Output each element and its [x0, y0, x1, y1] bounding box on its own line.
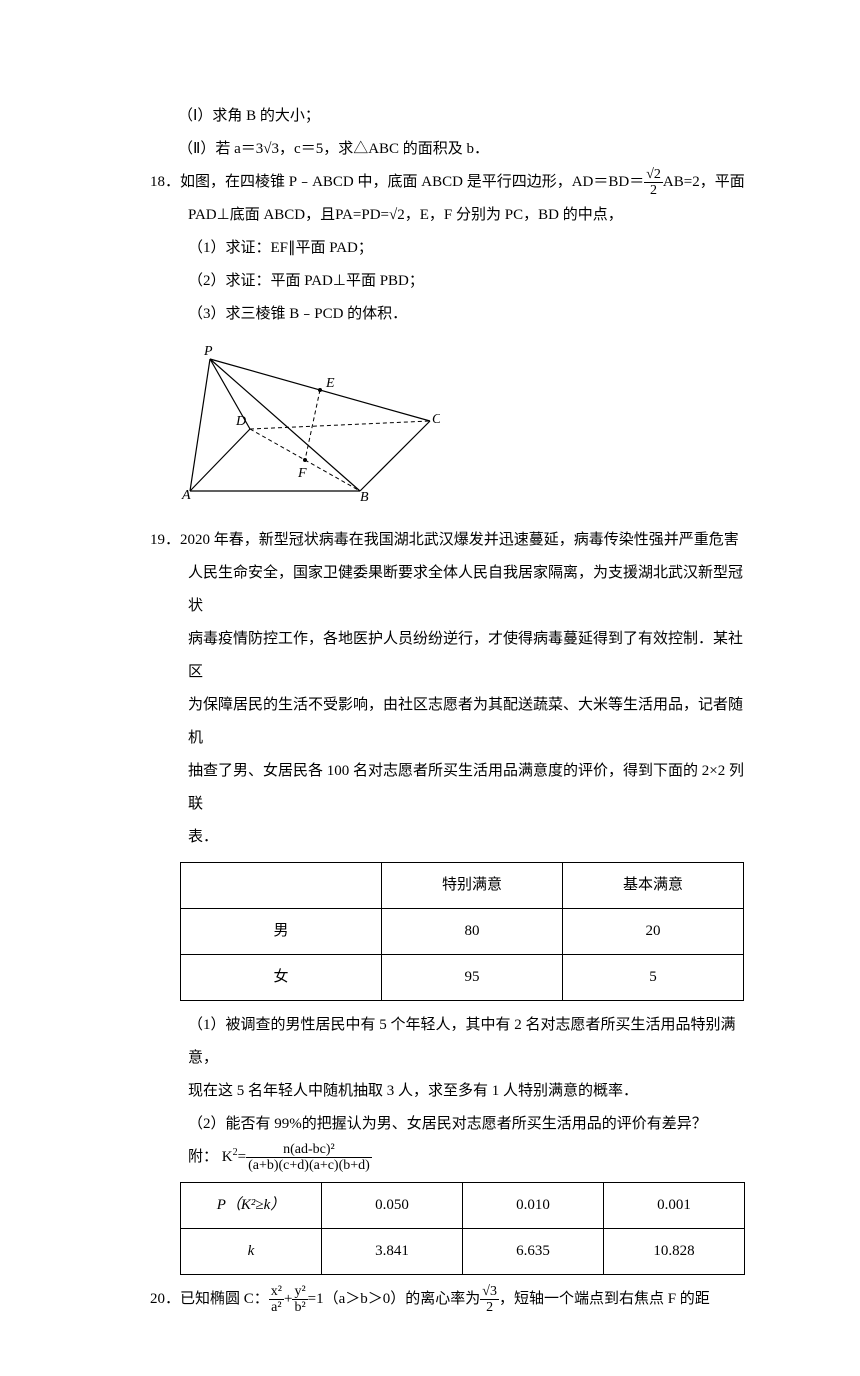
p19-formula: 附： K2=n(ad-bc)²(a+b)(c+d)(a+c)(b+d) — [150, 1141, 750, 1174]
t2-r0c1: 3.841 — [322, 1229, 463, 1275]
table-row: 女 95 5 — [181, 955, 744, 1001]
formula-label: 附： — [188, 1149, 218, 1165]
t1-r1c2: 5 — [563, 955, 744, 1001]
p18-line2: PAD⊥底面 ABCD，且PA=PD=√2，E，F 分别为 PC，BD 的中点， — [150, 199, 750, 232]
contingency-table: 特别满意 基本满意 男 80 20 女 95 5 — [180, 862, 744, 1001]
frac-num: y² — [292, 1284, 307, 1300]
t1-r0c0: 男 — [181, 909, 382, 955]
p19-q1b: 现在这 5 名年轻人中随机抽取 3 人，求至多有 1 人特别满意的概率． — [150, 1075, 750, 1108]
label-b: B — [360, 490, 369, 501]
t2-h2: 0.010 — [463, 1183, 604, 1229]
p19-l3: 病毒疫情防控工作，各地医护人员纷纷逆行，才使得病毒蔓延得到了有效控制．某社区 — [150, 623, 750, 689]
t2-r0c2: 6.635 — [463, 1229, 604, 1275]
p17-sub2-a: （Ⅱ）若 a＝ — [178, 141, 256, 157]
frac-num: √2 — [644, 167, 663, 183]
formula-lhs: K — [222, 1149, 233, 1165]
label-e: E — [325, 376, 335, 391]
p20-b: =1（a＞b＞0）的离心率为 — [308, 1291, 481, 1307]
p19-l6: 表． — [150, 821, 750, 854]
p19-l5: 抽查了男、女居民各 100 名对志愿者所买生活用品满意度的评价，得到下面的 2×… — [150, 755, 750, 821]
label-f: F — [297, 466, 307, 481]
p17-sub1: （Ⅰ）求角 B 的大小； — [150, 100, 750, 133]
label-d: D — [235, 414, 246, 429]
table-row: k 3.841 6.635 10.828 — [181, 1229, 745, 1275]
table-row: 特别满意 基本满意 — [181, 863, 744, 909]
p19-q1a: （1）被调查的男性居民中有 5 个年轻人，其中有 2 名对志愿者所买生活用品特别… — [150, 1009, 750, 1075]
p20-plus: + — [284, 1291, 292, 1307]
frac-num: n(ad-bc)² — [246, 1142, 372, 1158]
p20-frac3: √32 — [480, 1284, 499, 1316]
t2-h1: 0.050 — [322, 1183, 463, 1229]
t2-h3: 0.001 — [604, 1183, 745, 1229]
label-c: C — [432, 412, 440, 427]
p18-intro: 18．如图，在四棱锥 P﹣ABCD 中，底面 ABCD 是平行四边形，AD＝BD… — [150, 166, 750, 199]
frac-den: a² — [269, 1300, 284, 1315]
p18-intro-a: 18．如图，在四棱锥 P﹣ABCD 中，底面 ABCD 是平行四边形，AD＝BD… — [150, 174, 644, 190]
p20-frac1: x²a² — [269, 1284, 284, 1316]
frac-den: 2 — [480, 1300, 499, 1315]
frac-num: x² — [269, 1284, 284, 1300]
t1-r1c1: 95 — [382, 955, 563, 1001]
p19-l4: 为保障居民的生活不受影响，由社区志愿者为其配送蔬菜、大米等生活用品，记者随机 — [150, 689, 750, 755]
p18-line2-val: √2 — [389, 207, 405, 223]
t2-h0: P（K²≥k） — [181, 1183, 322, 1229]
p20-line: 20．已知椭圆 C：x²a²+y²b²=1（a＞b＞0）的离心率为√32，短轴一… — [150, 1283, 750, 1316]
frac-den: 2 — [644, 183, 663, 198]
p19-l2: 人民生命安全，国家卫健委果断要求全体人民自我居家隔离，为支援湖北武汉新型冠状 — [150, 557, 750, 623]
critical-value-table: P（K²≥k） 0.050 0.010 0.001 k 3.841 6.635 … — [180, 1182, 745, 1275]
p17-val1: 3√3 — [256, 141, 279, 157]
table-row: P（K²≥k） 0.050 0.010 0.001 — [181, 1183, 745, 1229]
p19-q2: （2）能否有 99%的把握认为男、女居民对志愿者所买生活用品的评价有差异？ — [150, 1108, 750, 1141]
t2-r0c0: k — [181, 1229, 322, 1275]
t1-r1c0: 女 — [181, 955, 382, 1001]
t1-h1: 特别满意 — [382, 863, 563, 909]
p17-sub2: （Ⅱ）若 a＝3√3，c＝5，求△ABC 的面积及 b． — [150, 133, 750, 166]
p18-line2-b: ，E，F 分别为 PC，BD 的中点， — [405, 207, 623, 223]
frac-den: (a+b)(c+d)(a+c)(b+d) — [246, 1158, 372, 1173]
p18-s2: （2）求证：平面 PAD⊥平面 PBD； — [150, 265, 750, 298]
pyramid-svg: P E D C F A B — [180, 341, 440, 501]
p19-l1: 19．2020 年春，新型冠状病毒在我国湖北武汉爆发并迅速蔓延，病毒传染性强并严… — [150, 524, 750, 557]
page-content: （Ⅰ）求角 B 的大小； （Ⅱ）若 a＝3√3，c＝5，求△ABC 的面积及 b… — [0, 0, 860, 1376]
table-row: 男 80 20 — [181, 909, 744, 955]
label-p: P — [203, 344, 213, 359]
p18-intro-b: AB=2，平面 — [663, 174, 745, 190]
t2-r0c3: 10.828 — [604, 1229, 745, 1275]
t1-r0c2: 20 — [563, 909, 744, 955]
p18-s3: （3）求三棱锥 B﹣PCD 的体积． — [150, 298, 750, 331]
frac-num: √3 — [480, 1284, 499, 1300]
p18-s1: （1）求证：EF∥平面 PAD； — [150, 232, 750, 265]
pyramid-diagram: P E D C F A B — [180, 341, 750, 514]
p20-frac2: y²b² — [292, 1284, 307, 1316]
p18-line2-a: PAD⊥底面 ABCD，且PA=PD= — [188, 207, 389, 223]
t1-h2: 基本满意 — [563, 863, 744, 909]
p17-sub2-b: ，c＝5，求△ABC 的面积及 b． — [279, 141, 489, 157]
formula-eq: = — [238, 1149, 246, 1165]
chi-sq-frac: n(ad-bc)²(a+b)(c+d)(a+c)(b+d) — [246, 1142, 372, 1174]
frac-den: b² — [292, 1300, 307, 1315]
p20-a: 20．已知椭圆 C： — [150, 1291, 269, 1307]
label-a: A — [181, 488, 191, 501]
p20-c: ，短轴一个端点到右焦点 F 的距 — [499, 1291, 710, 1307]
t1-h0 — [181, 863, 382, 909]
p18-frac1: √22 — [644, 167, 663, 199]
t1-r0c1: 80 — [382, 909, 563, 955]
